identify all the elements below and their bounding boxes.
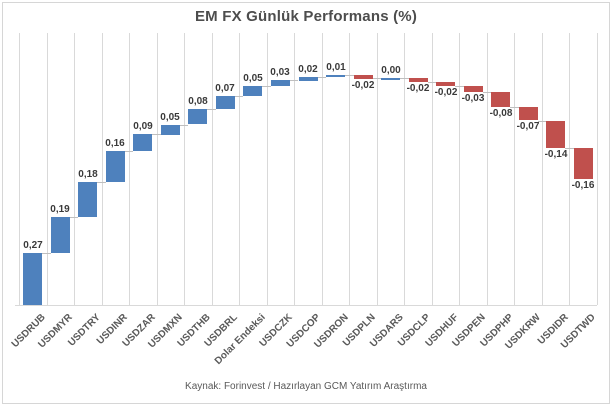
bar-value-label: 0,03 <box>270 67 290 78</box>
connector-line <box>345 75 354 76</box>
connector-line <box>207 109 216 110</box>
connector-line <box>400 78 409 79</box>
waterfall-bar-negative <box>354 75 373 79</box>
gridline <box>431 33 433 305</box>
bar-value-label: 0,19 <box>50 204 70 215</box>
gridline <box>569 33 571 305</box>
bar-value-label: 0,00 <box>381 65 401 76</box>
waterfall-bar-negative <box>491 92 510 107</box>
waterfall-bar-positive <box>23 253 42 305</box>
connector-line <box>482 92 492 93</box>
connector-line <box>69 217 79 218</box>
bar-value-label: -0,16 <box>571 180 595 191</box>
waterfall-bar-positive <box>188 109 207 124</box>
gridline <box>266 33 268 305</box>
connector-line <box>234 96 244 97</box>
waterfall-bar-positive <box>106 151 125 182</box>
waterfall-bar-positive <box>78 182 97 217</box>
gridline <box>514 33 516 305</box>
waterfall-bar-negative <box>546 121 565 148</box>
waterfall-bar-negative <box>464 86 483 92</box>
bar-value-label: 0,27 <box>23 240 43 251</box>
connector-line <box>289 80 299 81</box>
waterfall-bar-positive <box>326 75 345 77</box>
gridline <box>101 33 103 305</box>
connector-line <box>97 182 106 183</box>
bar-value-label: -0,08 <box>489 108 513 119</box>
waterfall-bar-negative <box>436 82 455 86</box>
gridline <box>239 33 241 305</box>
connector-line <box>317 77 327 78</box>
bar-value-label: 0,07 <box>215 83 235 94</box>
waterfall-bar-negative <box>574 148 593 179</box>
connector-line <box>510 107 519 108</box>
waterfall-bar-positive <box>271 80 290 86</box>
connector-line <box>152 134 161 135</box>
bar-value-label: 0,05 <box>160 112 180 123</box>
gridline <box>321 33 323 305</box>
bar-value-label: -0,14 <box>544 149 568 160</box>
waterfall-bar-positive <box>161 125 180 135</box>
bar-value-label: 0,16 <box>105 138 125 149</box>
gridline <box>486 33 488 305</box>
connector-line <box>537 121 547 122</box>
waterfall-bar-positive <box>133 134 152 151</box>
gridline <box>129 33 131 305</box>
connector-line <box>262 86 271 87</box>
x-axis-line <box>15 305 597 306</box>
bar-value-label: 0,02 <box>298 64 318 75</box>
connector-line <box>565 148 574 149</box>
bar-value-label: 0,05 <box>243 73 263 84</box>
connector-line <box>372 78 382 79</box>
gridline <box>376 33 378 305</box>
gridline <box>19 33 20 305</box>
source-caption: Kaynak: Forinvest / Hazırlayan GCM Yatır… <box>185 381 427 392</box>
waterfall-bar-positive <box>381 78 400 80</box>
connector-line <box>179 125 189 126</box>
bar-value-label: -0,02 <box>406 83 430 94</box>
gridline <box>211 33 213 305</box>
gridline <box>597 33 598 305</box>
bar-value-label: -0,07 <box>516 121 540 132</box>
gridline <box>541 33 543 305</box>
bar-value-label: 0,18 <box>78 169 98 180</box>
connector-line <box>455 86 464 87</box>
bar-value-label: -0,02 <box>351 80 375 91</box>
waterfall-bar-negative <box>409 78 428 82</box>
waterfall-bar-positive <box>243 86 262 96</box>
bar-value-label: 0,08 <box>188 96 208 107</box>
gridline <box>46 33 48 305</box>
waterfall-bar-negative <box>519 107 538 120</box>
gridline <box>349 33 351 305</box>
gridline <box>156 33 158 305</box>
gridline <box>184 33 186 305</box>
connector-line <box>124 151 134 152</box>
connector-line <box>427 82 437 83</box>
gridline <box>294 33 296 305</box>
bar-value-label: -0,03 <box>461 93 485 104</box>
bar-value-label: 0,01 <box>326 62 346 73</box>
bar-value-label: -0,02 <box>434 87 458 98</box>
waterfall-bar-positive <box>299 77 318 81</box>
waterfall-bar-positive <box>51 217 70 253</box>
gridline <box>404 33 406 305</box>
gridline <box>74 33 76 305</box>
waterfall-bar-positive <box>216 96 235 109</box>
chart-title: EM FX Günlük Performans (%) <box>194 8 418 25</box>
connector-line <box>42 253 51 254</box>
gridline <box>459 33 461 305</box>
bar-value-label: 0,09 <box>133 121 153 132</box>
